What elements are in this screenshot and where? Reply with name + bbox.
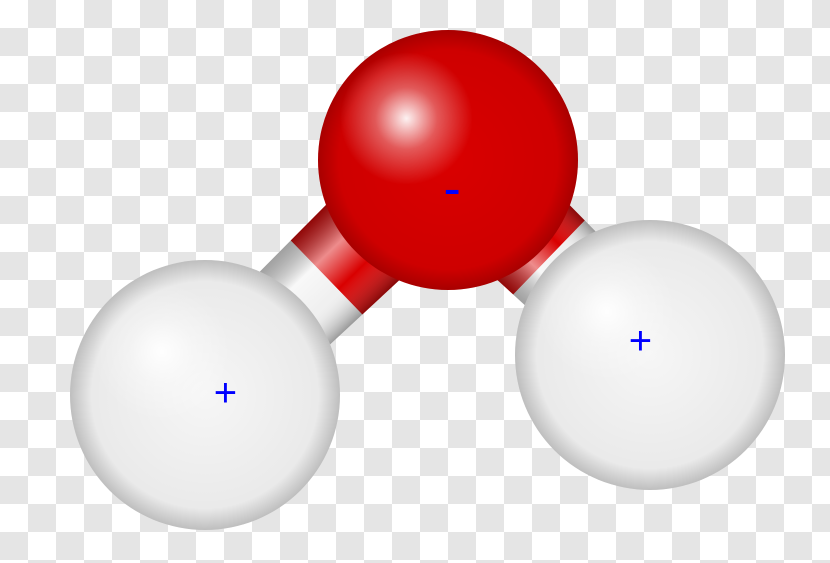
atom-highlight [492, 197, 722, 427]
minus-icon: - [443, 163, 460, 215]
atom-highlight [47, 237, 276, 467]
atom-highlight [296, 8, 517, 229]
plus-icon: + [214, 373, 237, 413]
molecule-diagram: { "type": "molecule-3d", "atoms": [ { "e… [0, 0, 830, 563]
molecule-svg [0, 0, 830, 563]
plus-icon: + [629, 321, 652, 361]
